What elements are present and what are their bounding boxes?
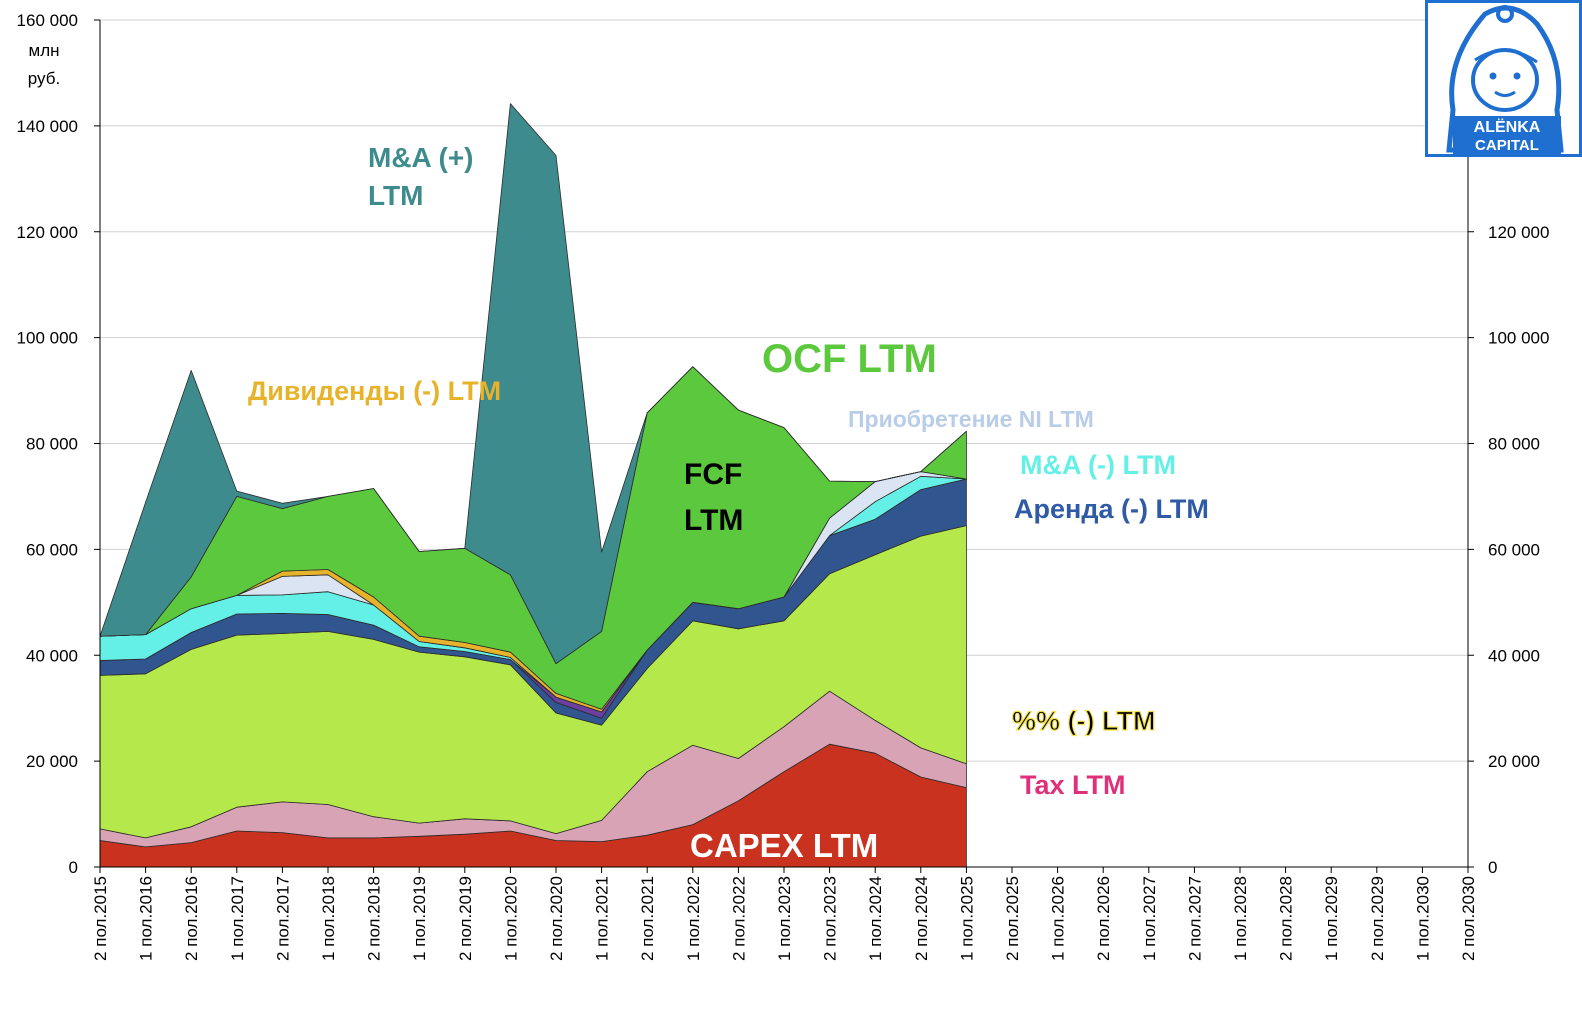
x-tick-label: 1 пол.2025: [957, 876, 976, 961]
annotation-label: LTM: [684, 504, 743, 537]
annotation-label: OCF LTM: [762, 337, 937, 381]
x-tick-label: 2 пол.2018: [365, 876, 384, 961]
x-tick-label: 2 пол.2021: [638, 876, 657, 961]
x-axis: 2 пол.2015 1 пол.2016 2 пол.2016 1 пол.2017…: [91, 867, 1478, 961]
alenka-capital-logo: ALËNKA CAPITAL: [1425, 0, 1582, 157]
y-tick-label-left: 20 000: [26, 752, 78, 771]
y-tick-label-left: 60 000: [26, 540, 78, 559]
annotation-label: M&A (-) LTM: [1020, 450, 1176, 480]
y-tick-label-right: 120 000: [1488, 223, 1549, 242]
x-tick-label: 2 пол.2025: [1003, 876, 1022, 961]
y-unit-label-2: руб.: [28, 69, 60, 88]
y-tick-label-right: 80 000: [1488, 435, 1540, 454]
annotation-label: Аренда (-) LTM: [1014, 494, 1209, 524]
x-tick-label: 2 пол.2028: [1277, 876, 1296, 961]
y-tick-label-left: 100 000: [17, 329, 78, 348]
y-tick-label-left: 140 000: [17, 117, 78, 136]
x-tick-label: 2 пол.2030: [1459, 876, 1478, 961]
x-tick-label: 2 пол.2023: [821, 876, 840, 961]
x-tick-label: 1 пол.2024: [866, 876, 885, 961]
svg-text:CAPITAL: CAPITAL: [1475, 137, 1539, 154]
x-tick-label: 1 пол.2020: [501, 876, 520, 961]
annotation-label: %% (-) LTM: [1012, 706, 1155, 736]
x-tick-label: 1 пол.2023: [775, 876, 794, 961]
x-tick-label: 1 пол.2027: [1140, 876, 1159, 961]
y-tick-label-right: 0: [1488, 858, 1497, 877]
annotation-label: Tax LTM: [1020, 770, 1126, 800]
y-tick-label-left: 40 000: [26, 646, 78, 665]
x-tick-label: 1 пол.2018: [319, 876, 338, 961]
y-tick-label-right: 20 000: [1488, 752, 1540, 771]
y-unit-label-1: млн: [29, 41, 60, 60]
x-tick-label: 1 пол.2026: [1049, 876, 1068, 961]
annotation-label: FCF: [684, 458, 742, 491]
x-tick-label: 1 пол.2021: [593, 876, 612, 961]
annotation-label: LTM: [368, 180, 423, 211]
x-tick-label: 2 пол.2024: [912, 876, 931, 961]
annotation-label: Дивиденды (-) LTM: [248, 376, 501, 406]
y-tick-label-left: 80 000: [26, 435, 78, 454]
x-tick-label: 1 пол.2019: [410, 876, 429, 961]
annotation-label: M&A (+): [368, 142, 474, 173]
annotation-label: Приобретение NI LTM: [848, 406, 1094, 432]
area-10: [99, 103, 967, 665]
x-tick-label: 1 пол.2028: [1231, 876, 1250, 961]
y-tick-label-left: 160 000: [17, 11, 78, 30]
x-tick-label: 2 пол.2020: [547, 876, 566, 961]
svg-text:ALËNKA: ALËNKA: [1474, 118, 1541, 136]
annotation-label: CAPEX LTM: [690, 827, 878, 864]
y-tick-label-right: 60 000: [1488, 540, 1540, 559]
area-series: [99, 103, 967, 868]
x-tick-label: 1 пол.2022: [684, 876, 703, 961]
y-tick-label-right: 100 000: [1488, 329, 1549, 348]
annotations: M&A (+) LTM Дивиденды (-) LTM OCF LTM Приобр…: [248, 142, 1209, 864]
x-tick-label: 2 пол.2015: [91, 876, 110, 961]
y-tick-label-left: 0: [69, 858, 78, 877]
x-tick-label: 1 пол.2030: [1413, 876, 1432, 961]
y-tick-label-left: 120 000: [17, 223, 78, 242]
y-axis-right: 0 20 000 40 000 60 000 80 000 100 000 120 000: [1468, 223, 1549, 877]
y-tick-label-right: 40 000: [1488, 646, 1540, 665]
x-tick-label: 1 пол.2016: [137, 876, 156, 961]
x-tick-label: 1 пол.2029: [1322, 876, 1341, 961]
x-tick-label: 1 пол.2017: [228, 876, 247, 961]
x-tick-label: 2 пол.2016: [182, 876, 201, 961]
x-tick-label: 2 пол.2029: [1368, 876, 1387, 961]
x-tick-label: 2 пол.2027: [1185, 876, 1204, 961]
x-tick-label: 2 пол.2022: [729, 876, 748, 961]
x-tick-label: 2 пол.2019: [456, 876, 475, 961]
x-tick-label: 2 пол.2017: [273, 876, 292, 961]
y-axis-left: 0 20 000 40 000 60 000 80 000 100 000 120 000 1…: [17, 11, 100, 877]
x-tick-label: 2 пол.2026: [1094, 876, 1113, 961]
